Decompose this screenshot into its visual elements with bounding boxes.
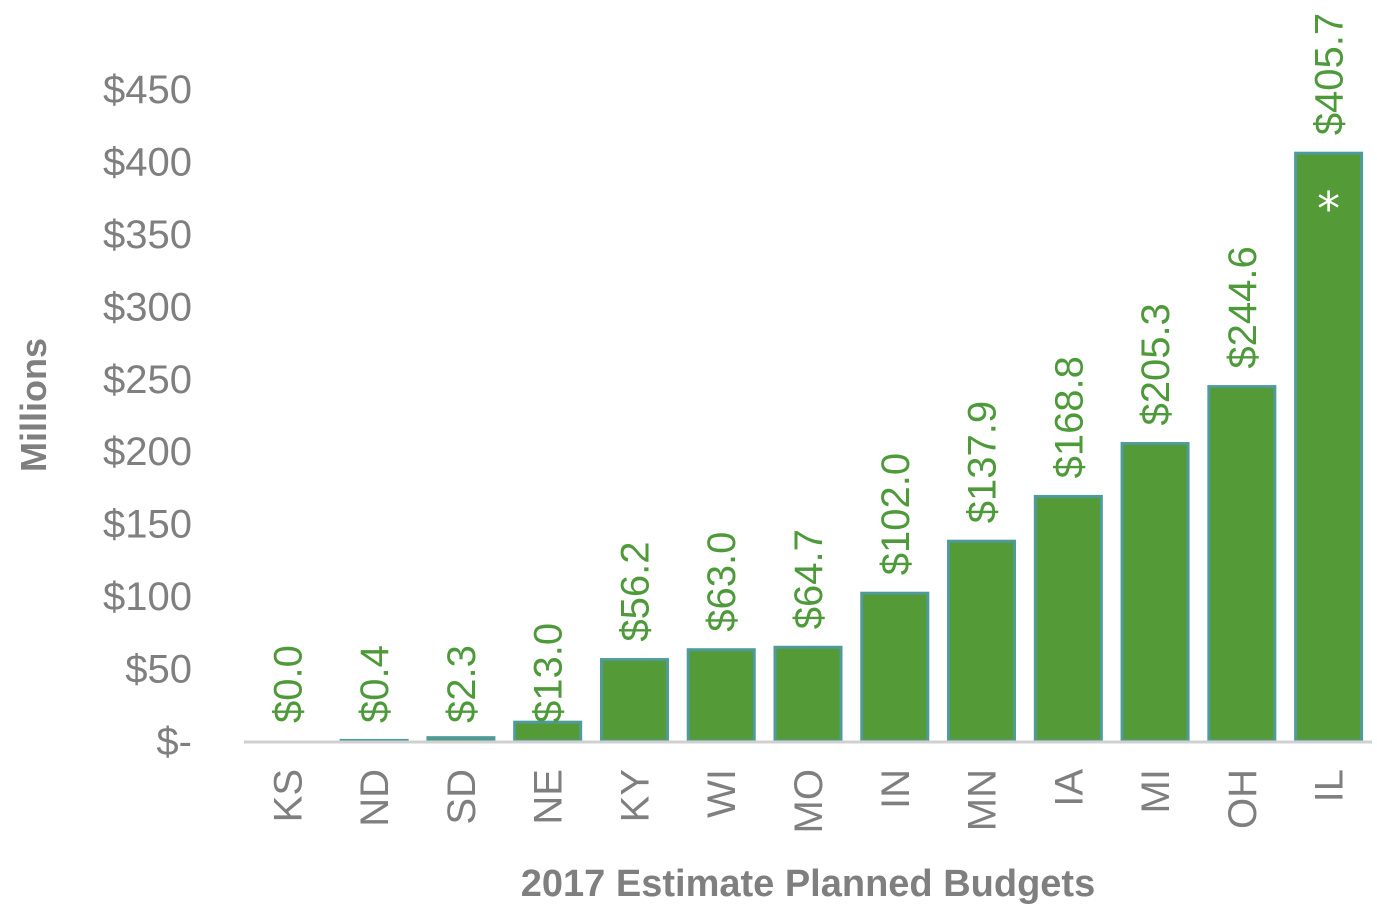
data-label-ne: $13.0 [527,623,571,723]
bar-ia [1033,494,1103,743]
category-label-nd: ND [353,769,397,827]
data-label-mi: $205.3 [1134,303,1178,425]
category-label-oh: OH [1221,769,1265,829]
category-label-mi: MI [1134,769,1178,813]
y-tick-label: $450 [103,68,192,112]
y-tick-label: $- [156,720,192,764]
bar-mi [1120,442,1190,743]
data-label-ks: $0.0 [266,645,310,723]
category-label-ky: KY [613,769,657,822]
category-label-sd: SD [440,769,484,825]
data-label-in: $102.0 [874,453,918,575]
y-axis-ticks: $- $50 $100 $150 $200 $250 $300 $350 $400 $450 [103,68,192,764]
data-label-ia: $168.8 [1047,356,1091,478]
y-tick-label: $100 [103,575,192,619]
data-label-sd: $2.3 [440,645,484,723]
bar-oh [1207,385,1277,743]
data-label-wi: $63.0 [700,532,744,632]
bar-ne [513,720,583,743]
data-label-il: $405.7 [1308,13,1352,135]
data-label-oh: $244.6 [1221,246,1265,368]
data-labels: $0.0 $0.4 $2.3 $13.0 $56.2 $63.0 $64.7 $102.0 $1… [266,13,1351,723]
x-axis-category-labels: KS ND SD NE KY WI MO IN MN IA MI OH IL [266,769,1351,834]
category-label-in: IN [874,769,918,809]
y-tick-label: $200 [103,430,192,474]
bar-in [860,591,930,743]
x-axis-title: 2017 Estimate Planned Budgets [521,863,1095,905]
data-label-mo: $64.7 [787,529,831,629]
data-label-mn: $137.9 [961,401,1005,523]
category-label-ia: IA [1047,769,1091,807]
category-label-mn: MN [961,769,1005,831]
y-axis-title: Millions [13,338,54,472]
data-label-nd: $0.4 [353,645,397,723]
category-label-wi: WI [700,769,744,818]
y-tick-label: $150 [103,503,192,547]
bar-ky [599,658,669,743]
data-label-ky: $56.2 [613,541,657,641]
category-label-ks: KS [266,769,310,822]
y-tick-label: $300 [103,285,192,329]
category-label-mo: MO [787,769,831,833]
category-label-il: IL [1308,769,1352,802]
bar-il [1294,151,1364,743]
y-tick-label: $350 [103,213,192,257]
bars [339,151,1364,743]
category-label-ne: NE [527,769,571,825]
bar-wi [686,648,756,743]
y-tick-label: $50 [125,648,192,692]
bar-mn [947,539,1017,743]
y-tick-label: $250 [103,358,192,402]
annotation-asterisk: * [1317,182,1340,236]
y-tick-label: $400 [103,140,192,184]
bar-mo [773,645,843,743]
